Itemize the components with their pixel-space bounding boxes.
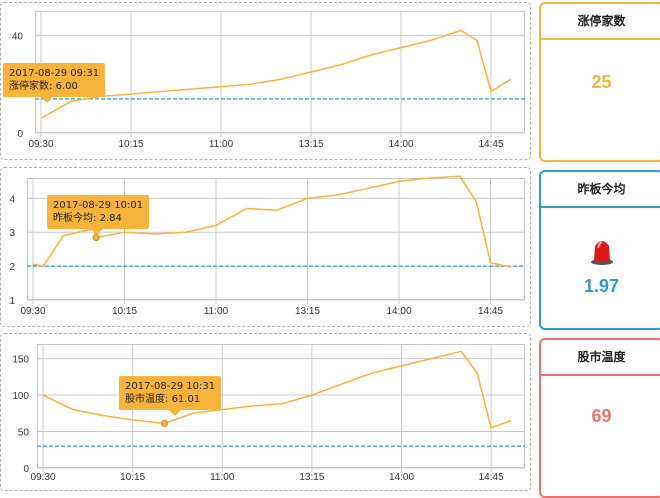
tooltip-time: 2017-08-29 10:31 bbox=[125, 381, 216, 392]
series-line bbox=[40, 29, 512, 120]
card-value: 1.97 bbox=[583, 276, 620, 296]
y-tick-label: 1 bbox=[9, 296, 15, 307]
chart-panel-yesterday-limit-avg: 1 2 3 4 09:30 10:15 11:00 13:15 14:00 14:45 2017-… bbox=[0, 167, 531, 327]
y-tick-label: 4 bbox=[9, 194, 15, 205]
x-tick-label: 14:00 bbox=[388, 139, 413, 150]
y-tick-label: 40 bbox=[12, 31, 24, 42]
x-tick-label: 14:45 bbox=[478, 139, 503, 150]
card-title: 涨停家数 bbox=[541, 4, 660, 40]
tooltip-value: 61.01 bbox=[171, 394, 201, 405]
y-tick-label: 100 bbox=[12, 391, 29, 402]
card-value: 25 bbox=[591, 72, 612, 92]
x-tick-label: 10:15 bbox=[120, 472, 145, 483]
chart-tooltip: 2017-08-29 09:31 涨停家数: 6.00 bbox=[3, 63, 106, 103]
stat-card-yesterday-limit-avg: 昨板今均 1.97 bbox=[539, 170, 660, 330]
chart-tooltip: 2017-08-29 10:31 股市温度: 61.01 bbox=[119, 376, 222, 416]
market-temperature-chart: 0 50 100 150 09:30 10:15 11:00 13:15 14:00 14:45 bbox=[12, 344, 525, 483]
chart-panel-limit-up-count: 0 40 09:30 10:15 11:00 13:15 14:00 14:45 2017-0… bbox=[0, 2, 531, 160]
series-line bbox=[42, 350, 512, 429]
alarm-lamp-icon bbox=[590, 241, 613, 265]
y-tick-label: 50 bbox=[18, 428, 30, 439]
x-tick-label: 13:15 bbox=[299, 472, 324, 483]
x-tick-label: 13:15 bbox=[295, 306, 320, 317]
y-tick-label: 150 bbox=[12, 355, 29, 366]
yesterday-limit-avg-chart: 1 2 3 4 09:30 10:15 11:00 13:15 14:00 14:45 bbox=[9, 175, 525, 317]
x-tick-label: 11:00 bbox=[210, 472, 235, 483]
x-tick-label: 14:00 bbox=[389, 472, 414, 483]
y-tick-label: 3 bbox=[9, 228, 15, 239]
x-tick-label: 14:00 bbox=[386, 306, 411, 317]
x-tick-label: 10:15 bbox=[112, 306, 137, 317]
x-tick-label: 09:30 bbox=[28, 139, 53, 150]
x-tick-label: 11:00 bbox=[209, 139, 234, 150]
tooltip-label: 昨板今均: bbox=[53, 213, 97, 224]
limit-up-count-chart: 0 40 09:30 10:15 11:00 13:15 14:00 14:45 bbox=[12, 11, 525, 150]
card-title: 昨板今均 bbox=[541, 172, 660, 208]
y-tick-label: 2 bbox=[9, 262, 15, 273]
tooltip-label: 涨停家数: bbox=[9, 81, 53, 92]
stat-card-limit-up-count: 涨停家数 25 bbox=[539, 2, 660, 162]
x-tick-label: 09:30 bbox=[30, 472, 55, 483]
y-tick-label: 0 bbox=[23, 464, 29, 475]
x-tick-label: 10:15 bbox=[118, 139, 143, 150]
x-tick-label: 14:45 bbox=[478, 306, 503, 317]
tooltip-time: 2017-08-29 10:01 bbox=[53, 200, 144, 211]
chart-panel-market-temperature: 0 50 100 150 09:30 10:15 11:00 13:15 14:00 14:45 … bbox=[0, 333, 531, 491]
x-tick-label: 14:45 bbox=[479, 472, 504, 483]
x-tick-label: 13:15 bbox=[298, 139, 323, 150]
stat-card-market-temperature: 股市温度 69 bbox=[539, 338, 660, 498]
chart-tooltip: 2017-08-29 10:01 昨板今均: 2.84 bbox=[47, 195, 150, 235]
x-tick-label: 09:30 bbox=[20, 306, 45, 317]
y-tick-label: 0 bbox=[17, 129, 23, 140]
tooltip-value: 2.84 bbox=[99, 213, 122, 224]
highlight-point[interactable] bbox=[160, 420, 168, 428]
tooltip-value: 6.00 bbox=[55, 81, 78, 92]
card-value: 69 bbox=[591, 406, 612, 426]
highlight-point[interactable] bbox=[92, 234, 100, 242]
x-tick-label: 11:00 bbox=[204, 306, 229, 317]
card-title: 股市温度 bbox=[541, 340, 660, 376]
tooltip-time: 2017-08-29 09:31 bbox=[9, 68, 100, 79]
tooltip-label: 股市温度: bbox=[125, 394, 169, 405]
